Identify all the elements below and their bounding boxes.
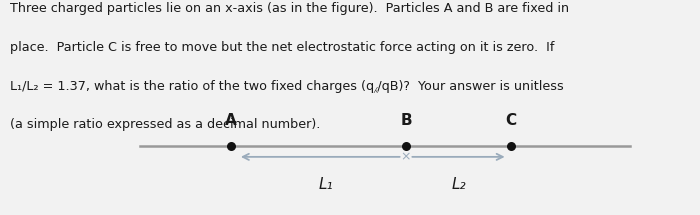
Text: (a simple ratio expressed as a decimal number).: (a simple ratio expressed as a decimal n… <box>10 118 320 131</box>
Text: place.  Particle C is free to move but the net electrostatic force acting on it : place. Particle C is free to move but th… <box>10 41 554 54</box>
Text: L₁/L₂ = 1.37, what is the ratio of the two fixed charges (q⁁/qB)?  Your answer i: L₁/L₂ = 1.37, what is the ratio of the t… <box>10 80 564 93</box>
Text: A: A <box>225 113 237 128</box>
Text: Three charged particles lie on an x-axis (as in the figure).  Particles A and B : Three charged particles lie on an x-axis… <box>10 2 569 15</box>
Text: L₁: L₁ <box>318 177 332 192</box>
Text: L₂: L₂ <box>452 177 466 192</box>
Text: B: B <box>400 113 412 128</box>
Text: C: C <box>505 113 517 128</box>
Text: ×: × <box>400 150 412 163</box>
